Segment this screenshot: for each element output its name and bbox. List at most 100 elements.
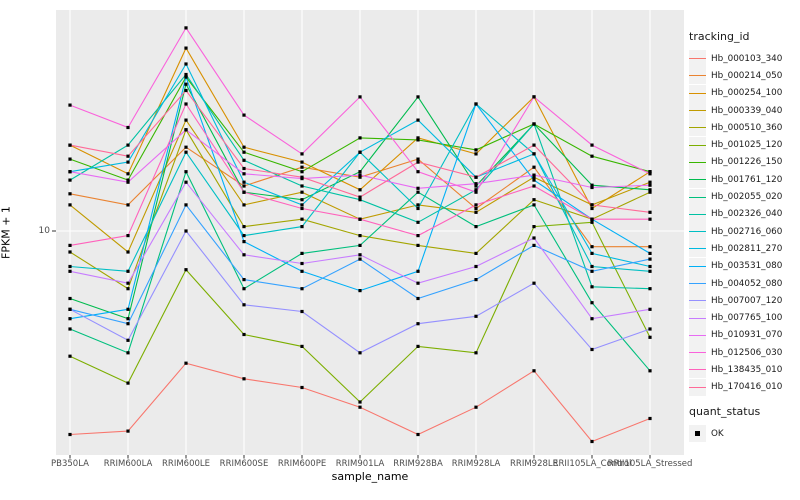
data-point (416, 203, 420, 207)
legend-entry-quant-OK: OK (689, 425, 799, 443)
data-point (300, 190, 304, 194)
legend-entry-Hb_001761_120: Hb_001761_120 (689, 171, 799, 189)
data-point (416, 95, 420, 99)
data-point (68, 354, 72, 358)
data-point (126, 203, 130, 207)
series-points-Hb_002326_040 (68, 72, 652, 291)
data-point (242, 203, 246, 207)
data-point (648, 245, 652, 249)
data-point (358, 198, 362, 202)
legend-entry-Hb_002055_020: Hb_002055_020 (689, 188, 799, 206)
data-point (416, 234, 420, 238)
data-point (358, 150, 362, 154)
data-point (242, 253, 246, 257)
data-point (300, 217, 304, 221)
data-point (532, 369, 536, 373)
x-tick-label-RRIM928LA: RRIM928LA (451, 459, 501, 469)
data-point (474, 152, 478, 156)
data-point (300, 225, 304, 229)
data-point (532, 236, 536, 240)
x-tick-label-RRII105LA_Control: RRII105LA_Control (552, 459, 632, 469)
data-point (184, 62, 188, 66)
legend-entry-Hb_000214_050: Hb_000214_050 (689, 67, 799, 85)
data-point (300, 344, 304, 348)
legend-entry-label: Hb_000103_340 (711, 53, 783, 64)
data-point (242, 240, 246, 244)
data-point (358, 195, 362, 199)
data-point (126, 250, 130, 254)
data-point (416, 269, 420, 273)
data-point (358, 400, 362, 404)
series-points-Hb_002055_020 (68, 170, 652, 373)
data-point (590, 285, 594, 289)
legend-key-swatch (689, 153, 706, 171)
data-point (590, 154, 594, 158)
data-point (416, 186, 420, 190)
data-point (648, 416, 652, 421)
data-point (474, 225, 478, 229)
data-point (300, 287, 304, 291)
series-points-Hb_001025_120 (68, 220, 652, 404)
data-point (416, 322, 420, 326)
series-points-Hb_000103_340 (68, 361, 652, 444)
data-point (300, 385, 304, 390)
data-point (474, 148, 478, 152)
data-point (242, 332, 246, 337)
data-point (68, 143, 72, 147)
legend-entry-label: Hb_138435_010 (711, 364, 783, 375)
series-points-Hb_007007_120 (68, 229, 652, 355)
data-point (648, 335, 652, 339)
data-point (242, 225, 246, 229)
legend-entry-Hb_007007_120: Hb_007007_120 (689, 292, 799, 310)
legend-key-swatch (689, 425, 706, 443)
data-point (590, 217, 594, 221)
data-point (474, 175, 478, 179)
data-point (648, 257, 652, 261)
legend-key-swatch (689, 257, 706, 275)
data-point (474, 203, 478, 207)
data-point (242, 172, 246, 176)
data-point (126, 322, 130, 326)
data-point (68, 296, 72, 301)
data-point (532, 175, 536, 179)
data-point (590, 206, 594, 211)
data-point (358, 175, 362, 179)
data-point (126, 307, 130, 311)
series-points-Hb_012506_030 (68, 26, 652, 194)
data-point (184, 72, 188, 77)
legend-key-swatch (689, 205, 706, 223)
series-points-Hb_170416_010 (68, 88, 652, 214)
data-point (648, 264, 652, 269)
x-tick-label-RRIM928BA: RRIM928BA (393, 459, 443, 469)
legend-key-swatch (689, 136, 706, 154)
data-point (532, 165, 536, 169)
legend-line-icon (689, 300, 706, 302)
legend-line-icon (689, 213, 706, 215)
legend-entry-Hb_002326_040: Hb_002326_040 (689, 205, 799, 223)
data-point (532, 122, 536, 126)
data-point (590, 269, 594, 273)
data-point (590, 245, 594, 249)
legend-entry-Hb_010931_070: Hb_010931_070 (689, 326, 799, 344)
legend-entry-label: Hb_001025_120 (711, 140, 783, 151)
data-point (474, 278, 478, 282)
data-point (358, 95, 362, 99)
data-point (68, 432, 72, 437)
data-point (532, 95, 536, 99)
data-point (474, 206, 478, 211)
data-point (358, 170, 362, 174)
data-point (590, 185, 594, 190)
data-point (358, 173, 362, 177)
data-point (184, 170, 188, 174)
legend-line-icon (689, 58, 706, 60)
data-point (648, 170, 652, 174)
data-point (68, 243, 72, 247)
data-point (532, 281, 536, 285)
legend-line-icon (689, 369, 706, 371)
data-point (648, 327, 652, 331)
data-point (590, 251, 594, 255)
legend-key-swatch (689, 188, 706, 206)
legend-panel: tracking_id Hb_000103_340 Hb_000214_050 Hb… (689, 30, 799, 443)
